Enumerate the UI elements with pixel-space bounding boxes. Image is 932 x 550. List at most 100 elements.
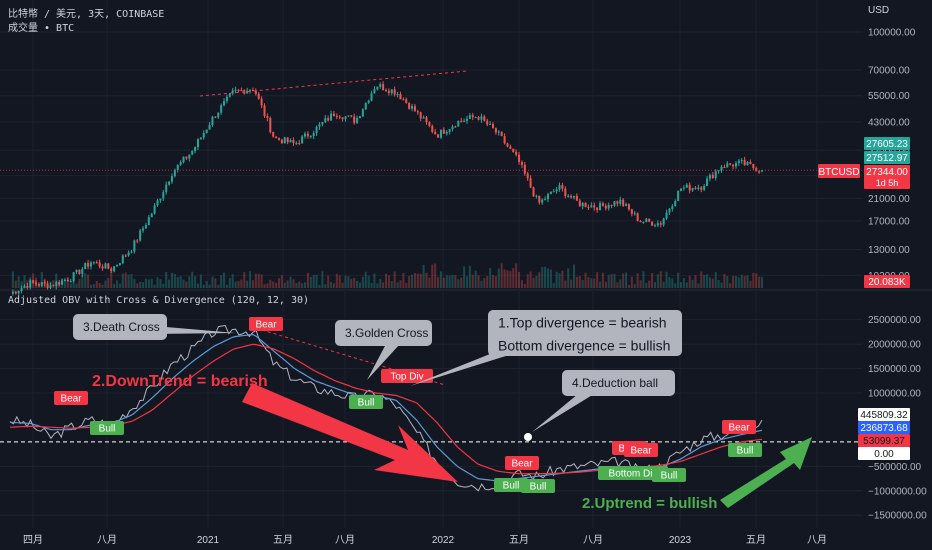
candle-body xyxy=(55,281,58,287)
candle-body xyxy=(732,164,735,167)
signal-label-bull: Bull xyxy=(728,443,762,457)
volume-bar xyxy=(217,284,220,288)
candle-body xyxy=(477,117,480,120)
volume-bar xyxy=(95,280,98,288)
candle-body xyxy=(434,131,437,135)
volume-bar xyxy=(642,271,645,288)
candle-body xyxy=(399,94,402,100)
volume-bar xyxy=(523,283,526,288)
candle-body xyxy=(544,199,547,201)
candle-body xyxy=(734,163,737,167)
volume-bar xyxy=(191,271,194,288)
candle-body xyxy=(717,170,720,172)
candle-body xyxy=(411,106,414,109)
volume-bar xyxy=(107,278,110,288)
volume-bar xyxy=(622,273,625,288)
candle-body xyxy=(509,146,512,149)
volume-bar xyxy=(402,272,405,288)
candle-body xyxy=(136,240,139,242)
volume-bar xyxy=(139,281,142,288)
volume-legend[interactable]: 成交量 • BTC xyxy=(8,23,75,34)
candle-body xyxy=(405,99,408,103)
volume-bar xyxy=(208,284,211,288)
death-cross-callout-pointer xyxy=(150,327,236,334)
symbol-legend[interactable]: 比特幣 / 美元, 3天, COINBASE xyxy=(8,9,165,20)
signal-label-text: Top Div xyxy=(390,372,423,383)
candle-body xyxy=(92,262,95,264)
candle-body xyxy=(211,116,214,126)
volume-bar xyxy=(335,273,338,288)
candle-body xyxy=(66,279,69,282)
candle-body xyxy=(43,282,46,284)
volume-bar xyxy=(625,272,628,288)
volume-bar xyxy=(575,276,578,288)
signal-label-box xyxy=(349,395,383,409)
signal-label-box xyxy=(505,456,539,470)
volume-bar xyxy=(136,283,139,288)
volume-bar xyxy=(500,263,503,288)
candle-body xyxy=(144,225,147,229)
candle-body xyxy=(361,109,364,117)
volume-bar xyxy=(477,275,480,288)
volume-bar xyxy=(220,275,223,288)
candle-body xyxy=(460,120,463,122)
signal-label-box xyxy=(624,443,658,457)
candle-body xyxy=(677,190,680,202)
volume-bar xyxy=(298,281,301,288)
candle-body xyxy=(353,116,356,123)
candle-body xyxy=(518,154,521,163)
price-badge xyxy=(864,137,910,150)
candle-body xyxy=(17,290,20,294)
candle-body xyxy=(636,213,639,221)
candle-body xyxy=(680,188,683,191)
volume-bar xyxy=(324,284,327,288)
candle-body xyxy=(697,187,700,189)
volume-bar xyxy=(382,282,385,288)
signal-label-text: Bull xyxy=(358,398,375,409)
candle-body xyxy=(52,285,55,287)
candle-body xyxy=(396,94,399,96)
volume-bar xyxy=(639,280,642,288)
volume-bar xyxy=(697,283,700,288)
candle-body xyxy=(564,188,567,196)
candle-body xyxy=(306,133,309,137)
obv-tick-label: −500000.00 xyxy=(868,462,922,473)
volume-bar xyxy=(225,284,228,288)
volume-bar xyxy=(561,270,564,288)
volume-bar xyxy=(720,282,723,288)
indicator-legend[interactable]: Adjusted OBV with Cross & Divergence (12… xyxy=(8,295,310,306)
deduction-ball-callout-text: 4.Deduction ball xyxy=(572,376,658,390)
candle-body xyxy=(286,137,289,143)
volume-bar xyxy=(318,284,321,288)
candle-body xyxy=(61,280,64,285)
candle-body xyxy=(69,280,72,282)
candle-body xyxy=(220,105,223,113)
volume-bar xyxy=(546,268,549,288)
volume-bar xyxy=(173,273,176,288)
volume-bar xyxy=(729,283,732,288)
volume-bar xyxy=(564,280,567,288)
volume-bar xyxy=(72,278,75,288)
volume-bar xyxy=(604,281,607,288)
volume-bar xyxy=(711,278,714,288)
candle-body xyxy=(561,185,564,189)
volume-bar xyxy=(506,270,509,288)
candle-body xyxy=(465,118,468,121)
candle-body xyxy=(110,268,113,272)
candle-body xyxy=(454,126,457,128)
candle-body xyxy=(740,159,743,161)
volume-bar xyxy=(214,278,217,288)
signal-label-box xyxy=(722,420,756,434)
candle-body xyxy=(758,171,761,173)
candle-body xyxy=(682,187,685,189)
obv-badge xyxy=(858,447,910,460)
candle-body xyxy=(283,137,286,144)
time-axis-label: 八月 xyxy=(807,534,827,546)
candle-body xyxy=(133,240,136,252)
candle-body xyxy=(196,139,200,148)
signal-label-bull: Bull xyxy=(90,421,124,435)
candle-body xyxy=(567,195,570,197)
obv-tick-label: −1500000.00 xyxy=(868,511,927,522)
signal-label-bull: Bull xyxy=(349,395,383,409)
